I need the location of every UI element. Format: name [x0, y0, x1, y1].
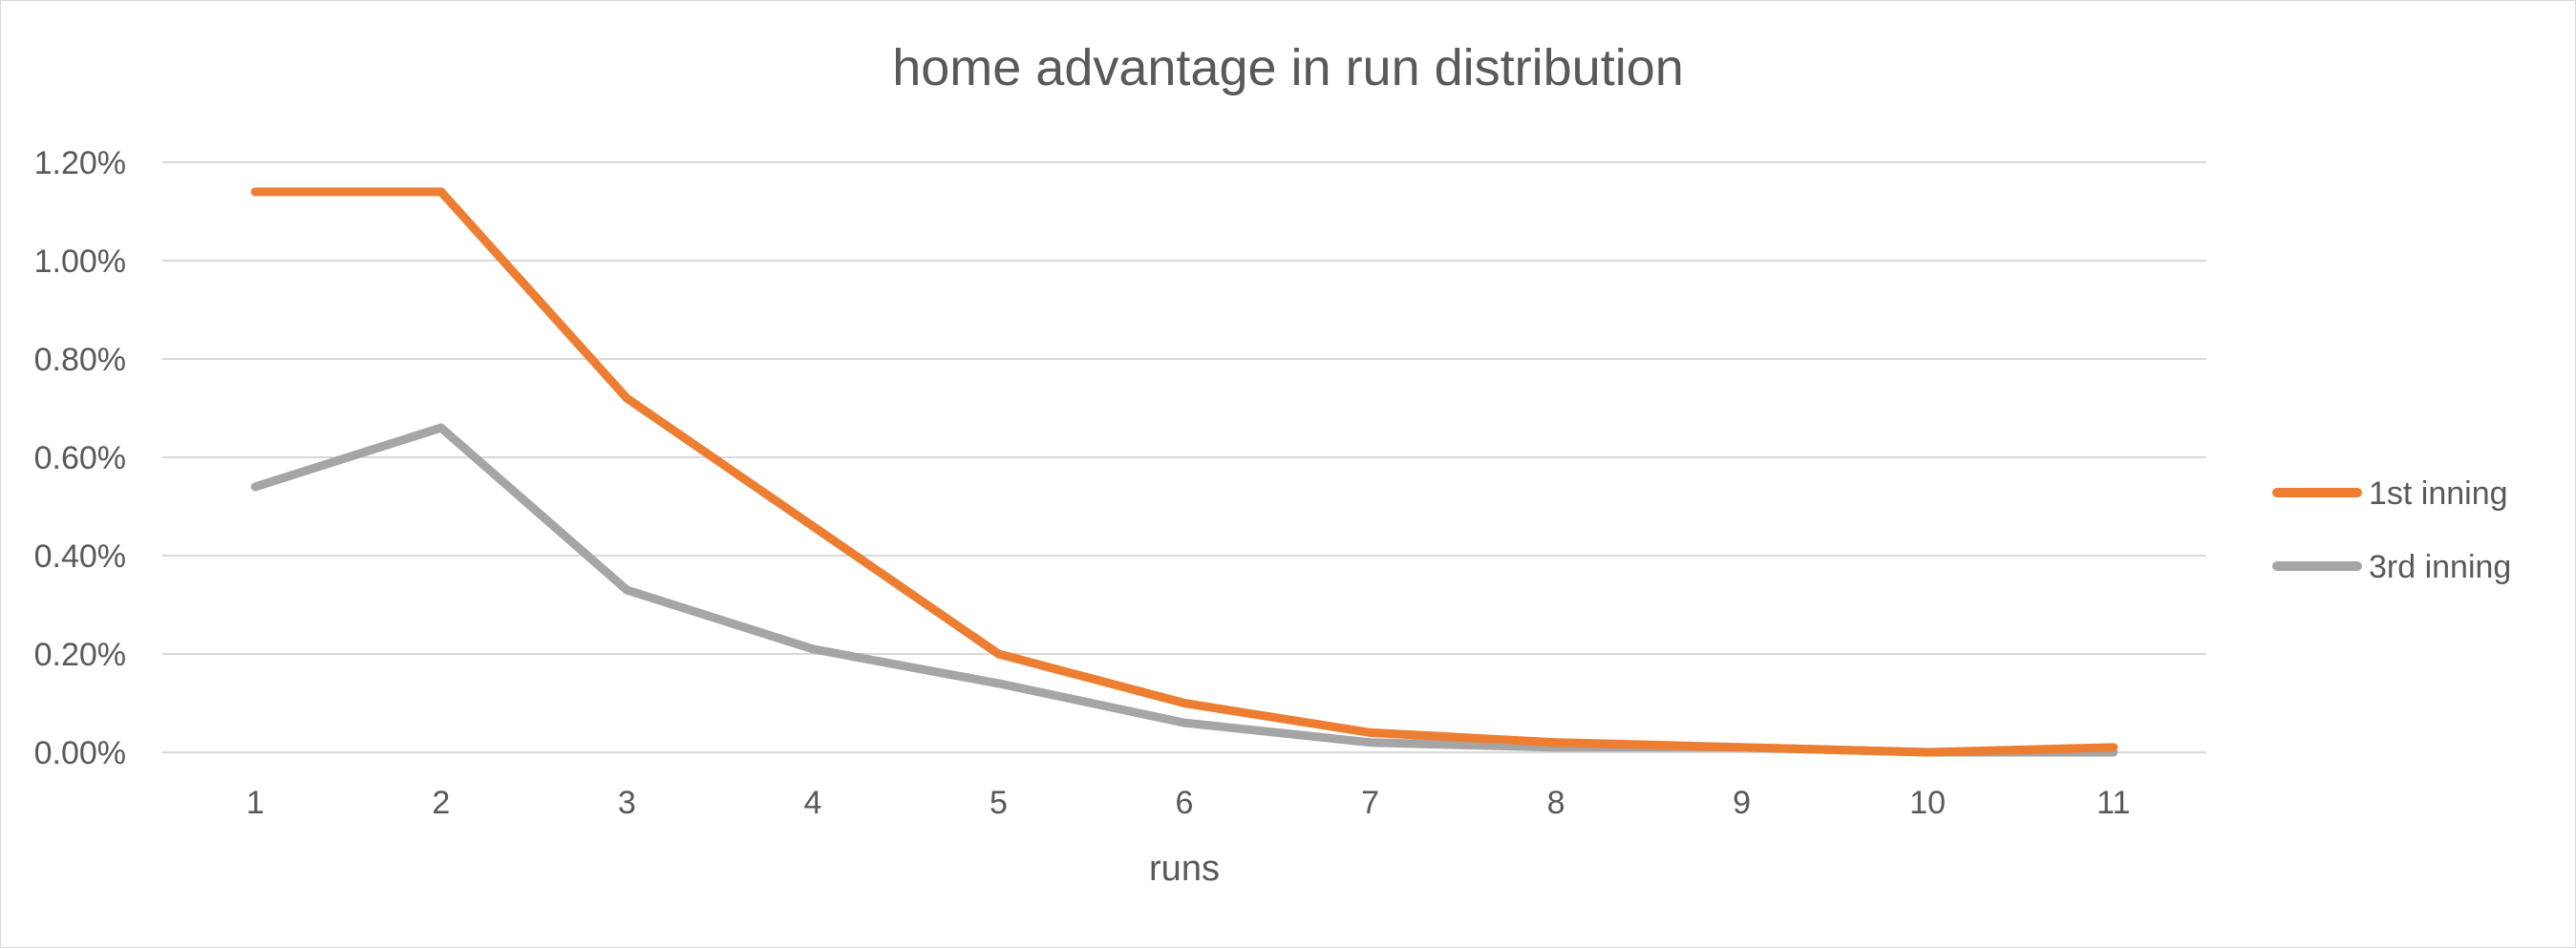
- data-point: [1366, 738, 1375, 748]
- legend-label: 3rd inning: [2369, 549, 2511, 585]
- y-tick-label: 1.00%: [34, 243, 126, 280]
- x-tick-label: 1: [246, 785, 265, 821]
- series-lines: [250, 187, 2118, 757]
- x-axis-ticks: 1 2 3 4 5 6 7 8 9 10 11: [246, 785, 2131, 821]
- x-tick-label: 4: [803, 785, 821, 821]
- x-tick-label: 2: [432, 785, 450, 821]
- data-point: [1366, 727, 1375, 737]
- data-point: [808, 521, 818, 531]
- series-1: [250, 187, 2118, 757]
- x-tick-label: 10: [1909, 785, 1946, 821]
- x-tick-label: 11: [2097, 785, 2130, 821]
- data-point: [436, 423, 446, 432]
- data-point: [1923, 748, 1932, 757]
- data-point: [1180, 699, 1189, 707]
- data-point: [1551, 738, 1561, 748]
- x-tick-label: 8: [1547, 785, 1565, 821]
- data-point: [622, 585, 631, 595]
- y-axis-ticks: 0.00% 0.20% 0.40% 0.60% 0.80% 1.00% 1.20%: [34, 145, 126, 771]
- data-point: [250, 482, 260, 492]
- x-tick-label: 3: [618, 785, 636, 821]
- data-point: [250, 187, 260, 197]
- x-tick-label: 9: [1733, 785, 1751, 821]
- data-point: [1737, 743, 1747, 752]
- y-tick-label: 0.20%: [34, 637, 126, 673]
- y-tick-label: 1.20%: [34, 145, 126, 181]
- x-tick-label: 6: [1176, 785, 1194, 821]
- chart-title: home advantage in run distribution: [892, 39, 1684, 96]
- data-point: [993, 679, 1003, 688]
- data-point: [436, 187, 446, 197]
- data-point: [808, 644, 818, 654]
- data-point: [993, 649, 1003, 659]
- legend: 1st inning 3rd inning: [2272, 475, 2511, 585]
- x-tick-label: 5: [990, 785, 1008, 821]
- y-tick-label: 0.80%: [34, 342, 126, 378]
- x-tick-label: 7: [1361, 785, 1379, 821]
- y-tick-label: 0.60%: [34, 440, 126, 476]
- x-axis-label: runs: [1149, 849, 1220, 889]
- data-point: [622, 393, 631, 403]
- y-tick-label: 0.40%: [34, 538, 126, 575]
- y-tick-label: 0.00%: [34, 735, 126, 771]
- data-point: [1180, 718, 1189, 727]
- data-point: [2109, 743, 2118, 752]
- legend-label: 1st inning: [2369, 475, 2508, 512]
- series-line: [250, 187, 2118, 757]
